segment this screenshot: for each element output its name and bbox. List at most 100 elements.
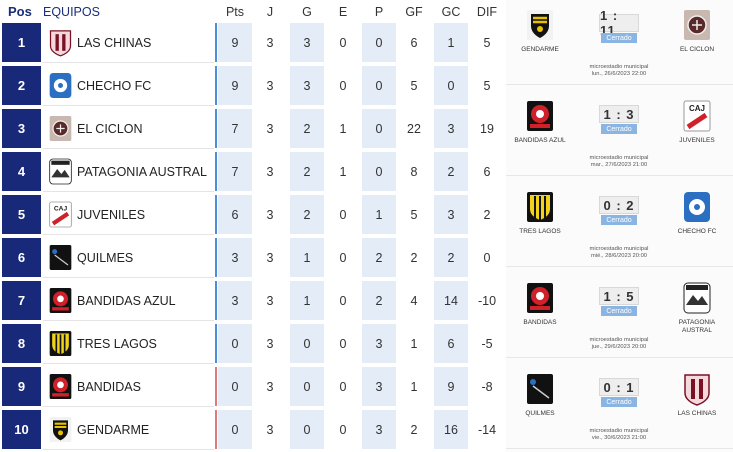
stat-e: 0 (339, 336, 347, 351)
stat-e: 0 (339, 250, 347, 265)
table-row[interactable]: 10 GENDARME 0 3 0 0 3 2 16 -14 (0, 409, 505, 450)
team-name[interactable]: BANDIDAS AZUL (77, 294, 176, 308)
stat-j: 3 (266, 207, 274, 222)
table-row[interactable]: 3 EL CICLON 7 3 2 1 0 22 3 19 (0, 108, 505, 149)
stat-gf: 6 (410, 35, 418, 50)
team-name[interactable]: GENDARME (77, 423, 150, 437)
team-cell[interactable]: PATAGONIA AUSTRAL (43, 152, 214, 192)
tres-lagos-crest-icon (525, 190, 555, 224)
stat-dif: 5 (483, 78, 491, 93)
match-score: 1 : 3 (599, 105, 639, 123)
stat-p: 0 (362, 152, 396, 191)
stat-pts: 7 (218, 109, 252, 148)
away-team-name: EL CICLON (679, 46, 715, 53)
stat-dif: 6 (483, 164, 491, 179)
team-cell[interactable]: GENDARME (43, 410, 214, 450)
team-cell[interactable]: BANDIDAS AZUL (43, 281, 214, 321)
match-status-badge: Cerrado (601, 397, 637, 407)
match-venue: microestadio municipal vie., 30/6/2023 2… (566, 428, 672, 442)
stat-pts: 9 (218, 66, 252, 105)
header-j: J (266, 5, 274, 19)
el-ciclon-crest-icon (682, 8, 712, 42)
match-card[interactable]: GENDARME 1 : 11 Cerrado EL CICLON microe… (506, 0, 733, 85)
matches-panel: GENDARME 1 : 11 Cerrado EL CICLON microe… (506, 0, 733, 452)
stat-dif: 2 (483, 207, 491, 222)
team-cell[interactable]: BANDIDAS (43, 367, 214, 407)
team-cell[interactable]: TRES LAGOS (43, 324, 214, 364)
table-row[interactable]: 7 BANDIDAS AZUL 3 3 1 0 2 4 14 -10 (0, 280, 505, 321)
position-badge: 4 (2, 152, 41, 191)
team-cell[interactable]: CAJ JUVENILES (43, 195, 214, 235)
position-badge: 3 (2, 109, 41, 148)
stat-pts: 6 (218, 195, 252, 234)
match-date: mar., 27/6/2023 21:00 (590, 162, 648, 168)
stat-gc: 3 (434, 109, 468, 148)
header-gf: GF (405, 5, 423, 19)
home-team-name: QUILMES (525, 410, 555, 417)
stat-p: 1 (362, 195, 396, 234)
bandidas-azul-crest-icon (525, 99, 555, 133)
stat-e: 1 (339, 164, 347, 179)
stat-pts: 0 (218, 324, 252, 363)
position-badge: 1 (2, 23, 41, 62)
match-score: 1 : 11 (599, 8, 639, 38)
match-card[interactable]: BANDIDAS AZUL 1 : 3 Cerrado CAJ JUVENILE… (506, 91, 733, 176)
team-name[interactable]: TRES LAGOS (77, 337, 157, 351)
stat-gc: 2 (434, 152, 468, 191)
stat-gc: 14 (434, 281, 468, 320)
quilmes-crest-icon (525, 372, 555, 406)
stat-pts: 3 (218, 281, 252, 320)
stat-pts: 3 (218, 238, 252, 277)
stat-e: 0 (339, 422, 347, 437)
team-name[interactable]: PATAGONIA AUSTRAL (77, 165, 207, 179)
team-name[interactable]: EL CICLON (77, 122, 143, 136)
match-card[interactable]: QUILMES 0 : 1 Cerrado LAS CHINAS microes… (506, 364, 733, 449)
team-name[interactable]: JUVENILES (77, 208, 146, 222)
stat-j: 3 (266, 35, 274, 50)
home-team-name: BANDIDAS AZUL (514, 137, 566, 144)
position-badge: 2 (2, 66, 41, 105)
stat-p: 2 (362, 281, 396, 320)
team-name[interactable]: QUILMES (77, 251, 134, 265)
stat-p: 3 (362, 367, 396, 406)
bandidas-azul-crest-icon (48, 286, 73, 315)
zone-indicator-bar (215, 281, 217, 320)
stat-g: 1 (290, 281, 324, 320)
stat-e: 0 (339, 293, 347, 308)
match-score: 1 : 5 (599, 287, 639, 305)
header-dif: DIF (476, 5, 498, 19)
team-name[interactable]: LAS CHINAS (77, 36, 152, 50)
team-cell[interactable]: LAS CHINAS (43, 23, 214, 63)
table-row[interactable]: 8 TRES LAGOS 0 3 0 0 3 1 6 -5 (0, 323, 505, 364)
zone-indicator-bar (215, 238, 217, 277)
stat-j: 3 (266, 164, 274, 179)
venue-name: microestadio municipal (589, 337, 649, 343)
header-p: P (374, 5, 384, 19)
team-name[interactable]: BANDIDAS (77, 380, 141, 394)
position-badge: 9 (2, 367, 41, 406)
match-date: jue., 29/6/2023 20:00 (591, 344, 647, 350)
team-cell[interactable]: QUILMES (43, 238, 214, 278)
stat-g: 0 (290, 410, 324, 449)
match-card[interactable]: BANDIDAS 1 : 5 Cerrado PATAGONIA AUSTRAL… (506, 273, 733, 358)
svg-text:CAJ: CAJ (54, 205, 68, 212)
stat-dif: 0 (483, 250, 491, 265)
stat-gc: 6 (434, 324, 468, 363)
stat-g: 0 (290, 367, 324, 406)
zone-indicator-bar (215, 324, 217, 363)
away-team-name: LAS CHINAS (677, 410, 717, 417)
table-row[interactable]: 9 BANDIDAS 0 3 0 0 3 1 9 -8 (0, 366, 505, 407)
team-name[interactable]: CHECHO FC (77, 79, 152, 93)
team-cell[interactable]: EL CICLON (43, 109, 214, 149)
stat-pts: 0 (218, 410, 252, 449)
match-card[interactable]: TRES LAGOS 0 : 2 Cerrado CHECHO FC micro… (506, 182, 733, 267)
team-cell[interactable]: CHECHO FC (43, 66, 214, 106)
standings-table: Pos EQUIPOS Pts J G E P GF GC DIF 1 LAS … (0, 4, 505, 450)
stat-j: 3 (266, 379, 274, 394)
stat-gc: 0 (434, 66, 468, 105)
